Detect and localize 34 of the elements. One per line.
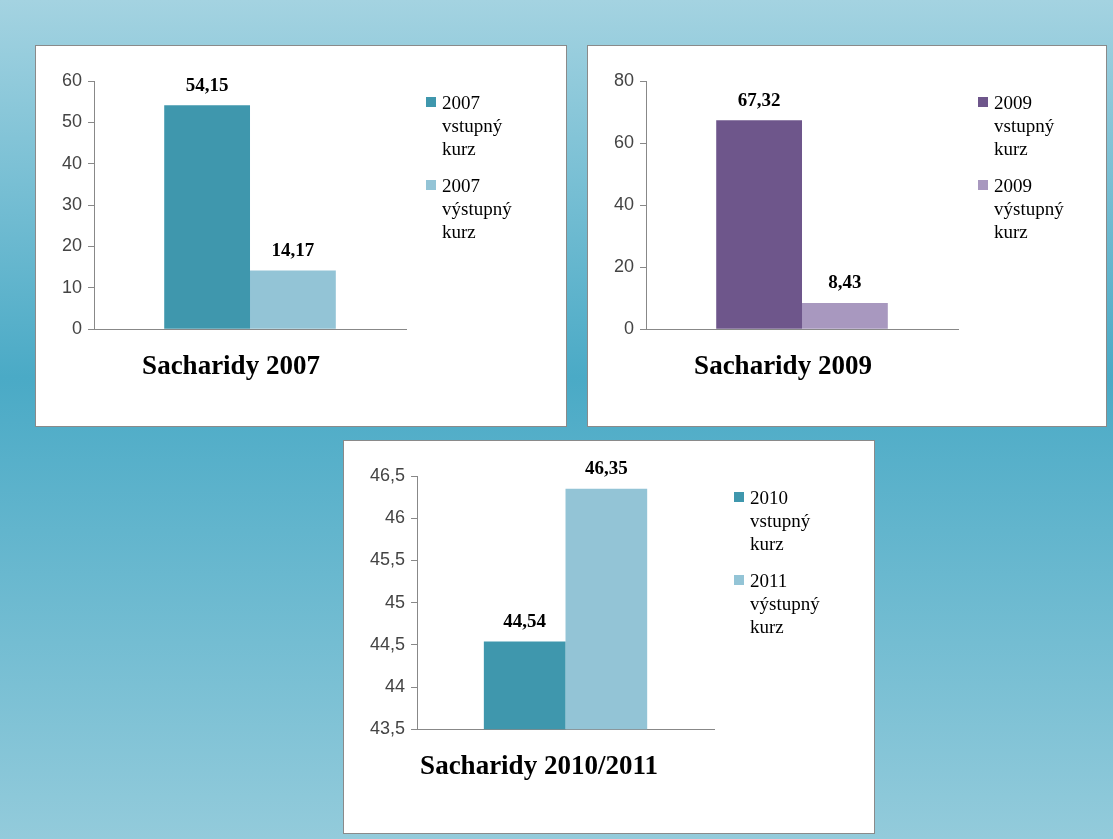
y-tick-label: 0 <box>72 318 83 339</box>
y-tick-label: 45 <box>385 591 406 612</box>
legend-label: 2009 výstupný kurz <box>994 174 1065 243</box>
y-tick-label: 44,5 <box>369 633 406 654</box>
data-label: 67,32 <box>737 88 781 110</box>
legend-label: 2009 vstupný kurz <box>994 91 1056 160</box>
y-tick-label: 46,5 <box>369 464 406 485</box>
y-tick-label: 80 <box>613 69 635 90</box>
y-tick-label: 40 <box>613 194 635 215</box>
y-tick-label: 30 <box>61 194 83 215</box>
legend-label: 2010 vstupný kurz <box>750 486 812 555</box>
data-label: 14,17 <box>271 238 315 260</box>
y-tick-label: 20 <box>61 235 83 256</box>
legend-label: 2007 vstupný kurz <box>442 91 504 160</box>
text: Sacharidy 2009 <box>693 349 873 381</box>
y-tick-label: 0 <box>624 318 635 339</box>
y-tick-label: 60 <box>613 132 635 153</box>
data-label: 46,35 <box>584 457 628 479</box>
data-label: 8,43 <box>828 271 862 293</box>
y-tick-label: 40 <box>61 152 83 173</box>
y-tick-label: 20 <box>613 256 635 277</box>
y-tick-label: 44 <box>385 675 406 696</box>
data-label: 44,54 <box>503 609 547 631</box>
y-tick-label: 45,5 <box>369 549 406 570</box>
data-label: 54,15 <box>185 73 229 95</box>
text: Sacharidy 2010/2011 <box>419 749 659 781</box>
y-tick-label: 60 <box>61 69 83 90</box>
y-tick-label: 46 <box>385 507 406 528</box>
legend-label: 2007 výstupný kurz <box>442 174 513 243</box>
text: Sacharidy 2007 <box>141 349 321 381</box>
legend-label: 2011 výstupný kurz <box>750 569 821 638</box>
y-tick-label: 10 <box>61 276 83 297</box>
y-tick-label: 43,5 <box>369 718 406 739</box>
y-tick-label: 50 <box>61 111 83 132</box>
